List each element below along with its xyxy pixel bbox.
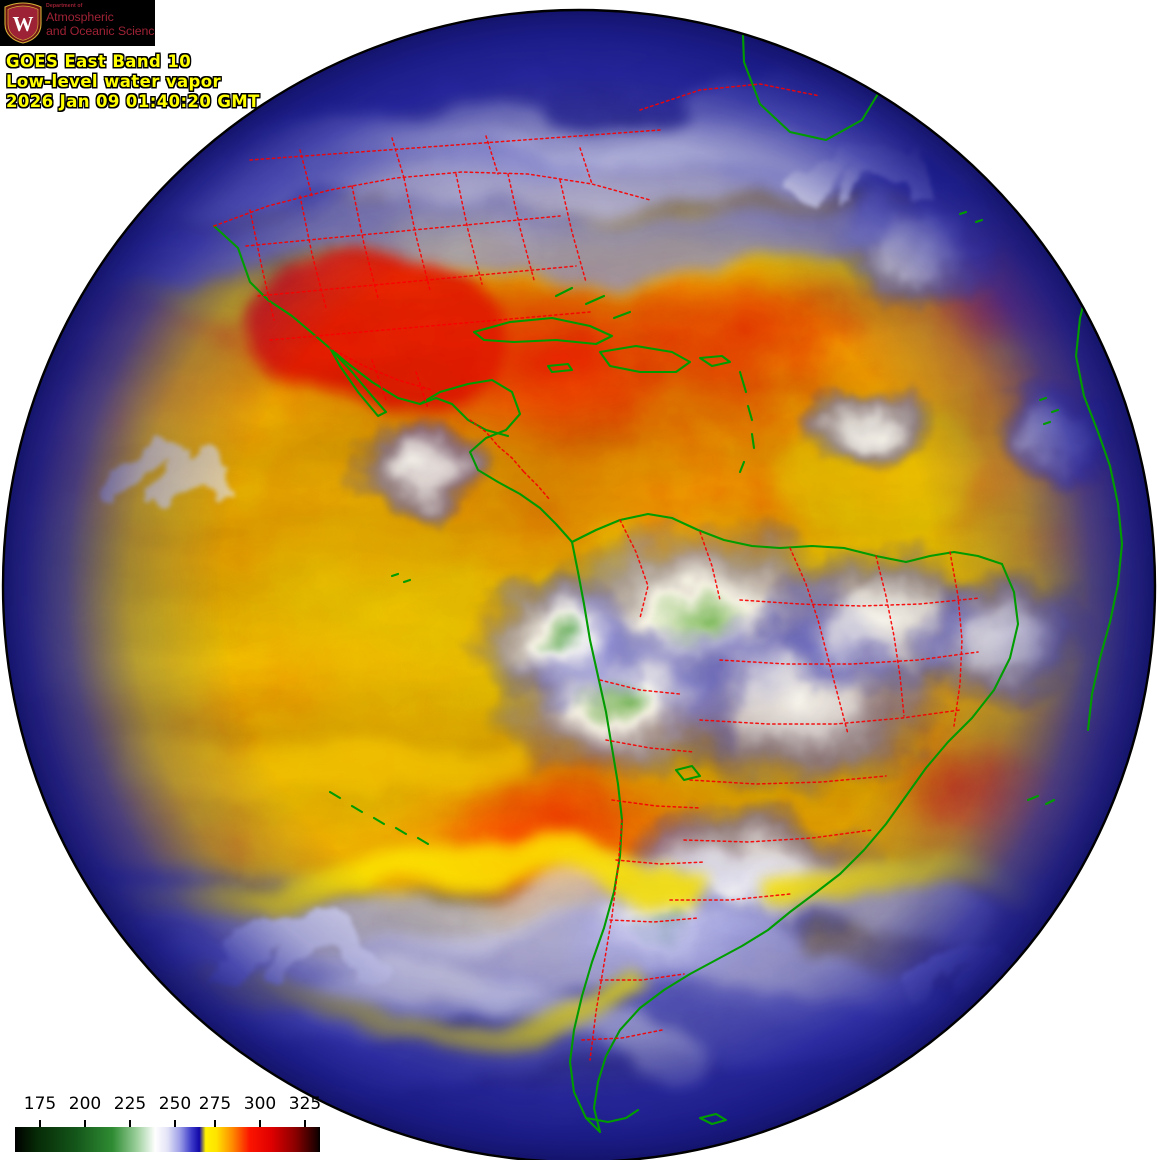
colorbar-tick-175 xyxy=(39,1120,41,1127)
annotation-product: Low-level water vapor xyxy=(6,72,222,91)
colorbar-label-225: 225 xyxy=(113,1094,147,1114)
logo-line-1: Atmospheric xyxy=(46,10,114,24)
colorbar-tick-300 xyxy=(259,1120,261,1127)
colorbar-label-275: 275 xyxy=(198,1094,232,1114)
colorbar: 175 200 225 250 275 300 325 xyxy=(0,1094,340,1156)
logo-department-line: Department of xyxy=(46,3,83,9)
annotation-timestamp: 2026 Jan 09 01:40:20 GMT xyxy=(6,92,260,111)
colorbar-tick-275 xyxy=(214,1120,216,1127)
colorbar-tick-labels: 175 200 225 250 275 300 325 xyxy=(0,1094,340,1120)
colorbar-tick-325 xyxy=(304,1120,306,1127)
colorbar-label-250: 250 xyxy=(158,1094,192,1114)
logo-wordmark: Department of Atmospheric and Oceanic Sc… xyxy=(46,3,155,38)
annotation-satellite-band: GOES East Band 10 xyxy=(6,52,192,71)
svg-text:W: W xyxy=(13,12,34,36)
colorbar-tick-225 xyxy=(129,1120,131,1127)
image-annotation: GOES East Band 10 Low-level water vapor … xyxy=(6,52,260,112)
colorbar-label-325: 325 xyxy=(288,1094,322,1114)
colorbar-tick-250 xyxy=(174,1120,176,1127)
colorbar-label-200: 200 xyxy=(68,1094,102,1114)
colorbar-tick-200 xyxy=(84,1120,86,1127)
colorbar-tick-marks xyxy=(0,1120,340,1127)
colorbar-label-300: 300 xyxy=(243,1094,277,1114)
colorbar-gradient xyxy=(15,1127,320,1152)
uw-crest-icon: W xyxy=(4,2,42,44)
logo-line-2: and Oceanic Sciences xyxy=(46,24,155,38)
colorbar-label-175: 175 xyxy=(23,1094,57,1114)
uw-aos-logo[interactable]: W Department of Atmospheric and Oceanic … xyxy=(0,0,155,46)
earth-limb-outline xyxy=(1,8,1157,1160)
